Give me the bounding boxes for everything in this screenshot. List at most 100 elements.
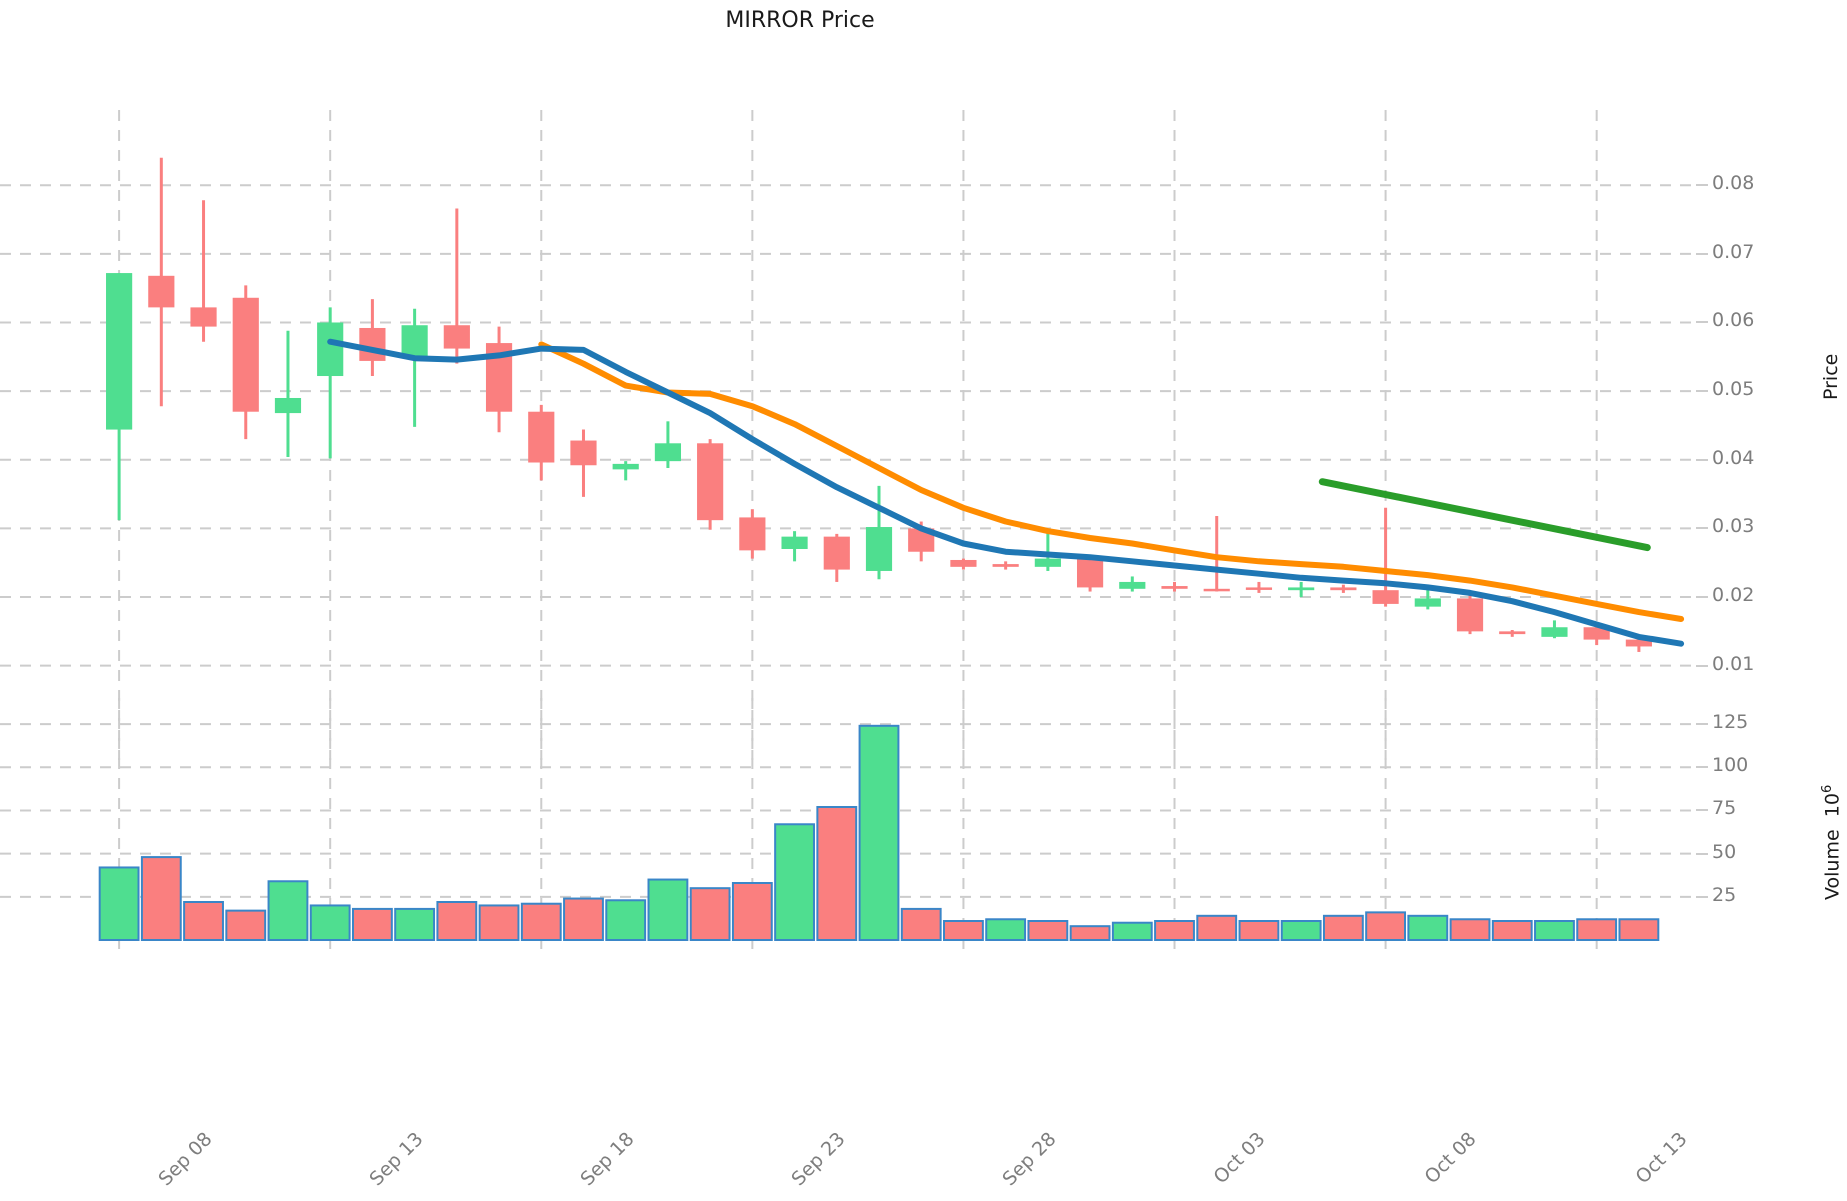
volume-axis-label: Volume 106 — [1820, 785, 1843, 900]
candlestick[interactable] — [1119, 576, 1146, 592]
candle-body — [1541, 627, 1568, 637]
candlestick[interactable] — [697, 439, 724, 530]
candlestick[interactable] — [401, 308, 428, 427]
volume-bar[interactable] — [140, 856, 182, 941]
x-tick-label: Oct 13 — [1631, 1128, 1692, 1189]
volume-bar[interactable] — [1196, 914, 1238, 941]
candle-body — [1119, 581, 1146, 589]
volume-exponent-base: 10 — [1821, 793, 1844, 818]
candlestick[interactable] — [654, 421, 682, 468]
volume-bar[interactable] — [1365, 911, 1407, 941]
candle-body — [1456, 598, 1484, 632]
candlestick[interactable] — [1372, 507, 1399, 607]
volume-y-tick-mark — [1696, 895, 1708, 898]
volume-bar[interactable] — [98, 866, 140, 941]
candlestick[interactable] — [1330, 584, 1357, 593]
volume-bar[interactable] — [774, 823, 815, 941]
candlestick[interactable] — [1456, 594, 1484, 635]
volume-bar[interactable] — [858, 724, 900, 942]
candlestick[interactable] — [570, 429, 597, 497]
candlestick[interactable] — [317, 307, 344, 459]
volume-bar[interactable] — [1407, 914, 1449, 941]
candlestick[interactable] — [1288, 581, 1315, 598]
volume-bar[interactable] — [1027, 920, 1069, 941]
candle-body — [1499, 631, 1526, 635]
volume-axis-label-text: Volume — [1821, 829, 1844, 900]
candle-body — [401, 325, 428, 359]
candlestick[interactable] — [1161, 581, 1188, 592]
candlestick[interactable] — [992, 561, 1019, 570]
volume-bar[interactable] — [1491, 920, 1533, 941]
volume-bar[interactable] — [436, 901, 478, 941]
price-candlestick-plot[interactable] — [0, 110, 1700, 760]
volume-bar[interactable] — [563, 897, 604, 941]
candlestick[interactable] — [274, 330, 302, 458]
candle-body — [950, 559, 977, 567]
volume-y-tick-label: 125 — [1712, 711, 1749, 734]
candlestick[interactable] — [106, 273, 133, 521]
volume-bar[interactable] — [1069, 925, 1111, 942]
price-y-tick-mark — [1696, 664, 1708, 667]
candle-body — [1034, 558, 1061, 567]
candlestick[interactable] — [1625, 638, 1652, 652]
candle-body — [697, 443, 724, 521]
candlestick[interactable] — [865, 485, 893, 580]
volume-bar[interactable] — [605, 899, 647, 941]
candle-body — [1245, 587, 1273, 590]
candlestick[interactable] — [485, 326, 513, 433]
candle-body — [274, 397, 302, 414]
candlestick[interactable] — [781, 531, 808, 562]
volume-bar[interactable] — [520, 902, 562, 942]
x-tick-label: Sep 08 — [154, 1128, 217, 1191]
volume-bar[interactable] — [1534, 920, 1575, 941]
volume-bar[interactable] — [1576, 918, 1618, 941]
candlestick[interactable] — [1583, 625, 1610, 646]
price-y-tick-label: 0.05 — [1712, 378, 1755, 401]
candlestick[interactable] — [148, 157, 175, 407]
volume-bar[interactable] — [1238, 920, 1280, 941]
volume-bar[interactable] — [351, 907, 393, 941]
x-tick-label: Sep 23 — [787, 1128, 850, 1191]
volume-bar[interactable] — [900, 907, 942, 941]
candlestick[interactable] — [443, 208, 470, 364]
volume-bar[interactable] — [1280, 920, 1322, 941]
x-tick-label: Oct 08 — [1420, 1128, 1481, 1189]
candlestick[interactable] — [232, 285, 259, 440]
candlestick[interactable] — [190, 200, 217, 342]
volume-bar[interactable] — [1154, 920, 1195, 941]
volume-bar[interactable] — [1449, 918, 1491, 941]
candlestick[interactable] — [1499, 629, 1526, 637]
volume-y-tick-mark — [1696, 766, 1708, 769]
candlestick[interactable] — [739, 509, 766, 559]
candlestick[interactable] — [1245, 581, 1273, 593]
volume-bar[interactable] — [689, 887, 731, 942]
volume-bar[interactable] — [731, 882, 773, 941]
candlestick[interactable] — [823, 533, 850, 582]
volume-bar[interactable] — [183, 901, 224, 941]
volume-bar[interactable] — [816, 806, 858, 941]
volume-bar[interactable] — [225, 909, 267, 942]
volume-bar[interactable] — [394, 907, 436, 941]
volume-bar[interactable] — [478, 904, 520, 941]
volume-bar[interactable] — [1322, 914, 1364, 941]
candlestick[interactable] — [359, 299, 386, 377]
volume-bar[interactable] — [267, 880, 309, 941]
volume-bar[interactable] — [647, 878, 689, 941]
candlestick[interactable] — [1034, 531, 1061, 571]
volume-bar[interactable] — [1111, 921, 1153, 942]
volume-bar[interactable] — [1618, 918, 1660, 941]
price-y-tick-mark — [1696, 252, 1708, 255]
volume-bar[interactable] — [943, 920, 984, 941]
candlestick[interactable] — [528, 404, 555, 481]
candlestick[interactable] — [1076, 555, 1104, 592]
candlestick[interactable] — [1541, 620, 1568, 639]
candle-body — [359, 327, 386, 361]
candlestick[interactable] — [950, 558, 977, 570]
volume-bar-plot[interactable] — [0, 698, 1700, 954]
volume-bar[interactable] — [985, 918, 1027, 941]
volume-bar[interactable] — [309, 904, 351, 941]
price-y-tick-mark — [1696, 458, 1708, 461]
candlestick[interactable] — [1203, 516, 1230, 592]
candlestick[interactable] — [612, 461, 639, 481]
